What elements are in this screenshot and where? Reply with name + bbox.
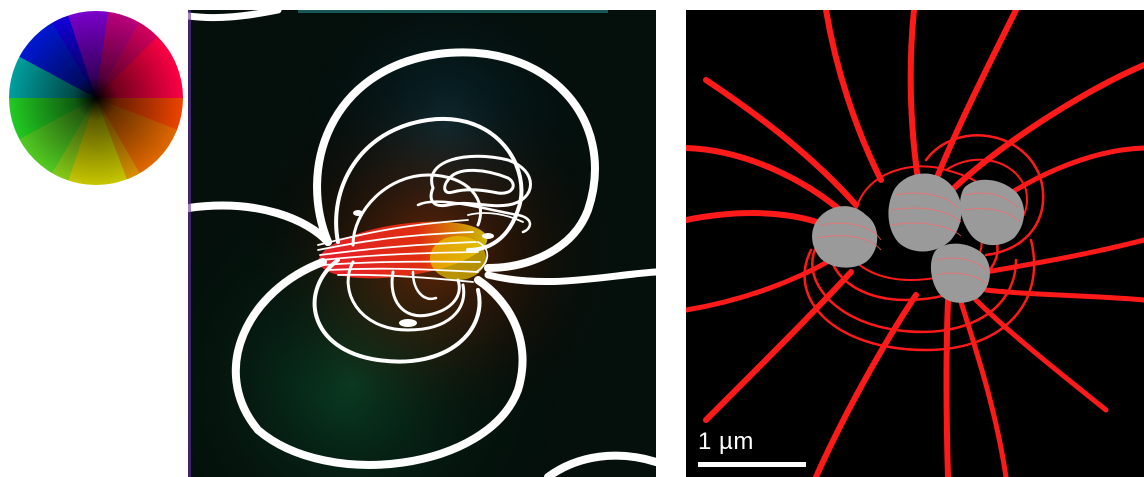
- hue-color-wheel-icon: [9, 11, 183, 185]
- scale-bar-label: 1 µm: [698, 428, 754, 455]
- scale-bar: [698, 462, 806, 467]
- stray-field-image: [686, 10, 1144, 477]
- color-wheel: [8, 10, 184, 186]
- holography-phase-image: [188, 10, 656, 477]
